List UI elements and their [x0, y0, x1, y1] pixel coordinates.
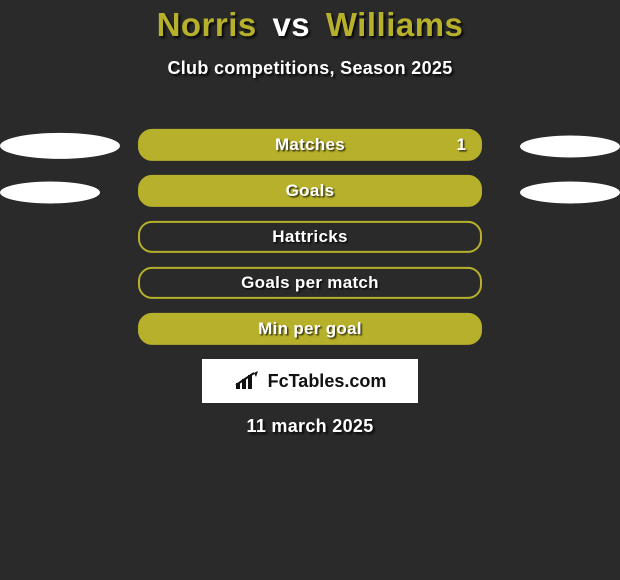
stat-row: Hattricks [0, 219, 620, 265]
stat-row: Goals [0, 173, 620, 219]
bar-chart-icon [234, 371, 262, 391]
right-value-ellipse [520, 135, 620, 157]
stat-label: Hattricks [272, 227, 347, 247]
stat-value-right: 1 [457, 135, 466, 155]
title-player2: Williams [326, 6, 464, 43]
stat-rows-container: Matches 1 Goals Hattricks Goals per match Min… [0, 127, 620, 357]
stat-pill: Goals per match [138, 267, 482, 299]
stat-pill: Matches 1 [138, 129, 482, 161]
stat-label: Goals per match [241, 273, 379, 293]
stat-row: Min per goal [0, 311, 620, 357]
stat-label: Matches [275, 135, 345, 155]
date-caption: 11 march 2025 [247, 416, 374, 437]
logo-box: FcTables.com [202, 359, 418, 403]
logo-inner: FcTables.com [234, 371, 387, 392]
stat-pill: Goals [138, 175, 482, 207]
title-player1: Norris [157, 6, 257, 43]
stat-label: Goals [286, 181, 335, 201]
left-value-ellipse [0, 181, 100, 203]
page-title: Norris vs Williams [0, 6, 620, 44]
stat-pill: Hattricks [138, 221, 482, 253]
stat-row: Matches 1 [0, 127, 620, 173]
logo-text: FcTables.com [268, 371, 387, 392]
left-value-ellipse [0, 133, 120, 159]
stat-row: Goals per match [0, 265, 620, 311]
subtitle: Club competitions, Season 2025 [0, 58, 620, 79]
right-value-ellipse [520, 181, 620, 203]
title-vs: vs [272, 6, 310, 43]
stat-pill: Min per goal [138, 313, 482, 345]
stat-label: Min per goal [258, 319, 362, 339]
comparison-infographic: Norris vs Williams Club competitions, Se… [0, 6, 620, 580]
